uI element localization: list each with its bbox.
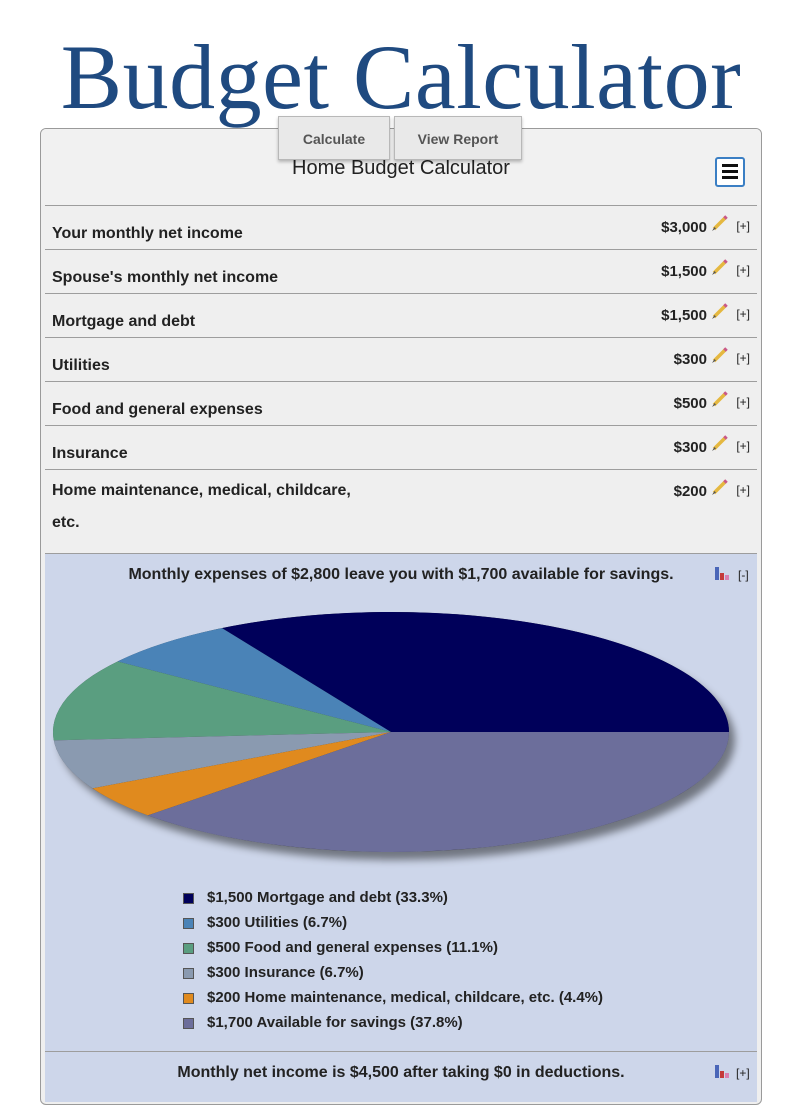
row-value[interactable]: $300: [673, 439, 707, 456]
pencil-icon[interactable]: [711, 434, 729, 452]
chart-icon[interactable]: [715, 566, 737, 580]
calculator-panel: Home Budget Calculator Your monthly net …: [40, 128, 762, 1105]
row-your-income: Your monthly net income $3,000 [+]: [45, 205, 757, 249]
chart-icon[interactable]: [715, 1064, 737, 1078]
row-label: Spouse's monthly net income: [52, 269, 279, 286]
footer-text: Monthly net income is $4,500 after takin…: [177, 1064, 625, 1081]
savings-summary: Monthly expenses of $2,800 leave you wit…: [45, 553, 757, 1052]
row-label: Mortgage and debt: [52, 313, 196, 330]
row-food: Food and general expenses $500 [+]: [45, 381, 757, 425]
row-value[interactable]: $500: [673, 395, 707, 412]
pencil-icon[interactable]: [711, 258, 729, 276]
summary-text: Monthly expenses of $2,800 leave you wit…: [128, 566, 674, 583]
collapse-toggle[interactable]: [-]: [738, 568, 749, 582]
row-label: Food and general expenses: [52, 401, 263, 418]
row-label: Your monthly net income: [52, 225, 243, 242]
row-label: Insurance: [52, 445, 128, 462]
add-button[interactable]: [+]: [736, 439, 750, 453]
pencil-icon[interactable]: [711, 478, 729, 496]
legend-label: $1,700 Available for savings (37.8%): [207, 1014, 463, 1031]
pie-slice: [92, 732, 391, 816]
row-value[interactable]: $1,500: [661, 307, 707, 324]
calculate-button[interactable]: Calculate: [278, 116, 390, 160]
hamburger-icon[interactable]: [715, 157, 745, 187]
pie-slice: [52, 661, 391, 741]
row-value[interactable]: $1,500: [661, 263, 707, 280]
row-mortgage: Mortgage and debt $1,500 [+]: [45, 293, 757, 337]
row-insurance: Insurance $300 [+]: [45, 425, 757, 469]
add-button[interactable]: [+]: [736, 263, 750, 277]
pie-slice: [147, 732, 730, 853]
pencil-icon[interactable]: [711, 302, 729, 320]
add-button[interactable]: [+]: [736, 395, 750, 409]
expand-toggle[interactable]: [+]: [736, 1066, 750, 1080]
row-label: Home maintenance, medical, childcare, et…: [52, 482, 351, 531]
add-button[interactable]: [+]: [736, 351, 750, 365]
legend-swatch: [183, 943, 194, 954]
legend-label: $300 Utilities (6.7%): [207, 914, 348, 931]
row-home-maintenance: Home maintenance, medical, childcare, et…: [45, 469, 757, 549]
row-spouse-income: Spouse's monthly net income $1,500 [+]: [45, 249, 757, 293]
add-button[interactable]: [+]: [736, 307, 750, 321]
legend-label: $500 Food and general expenses (11.1%): [207, 939, 498, 956]
row-value[interactable]: $300: [673, 351, 707, 368]
legend-swatch: [183, 1018, 194, 1029]
add-button[interactable]: [+]: [736, 219, 750, 233]
legend-swatch: [183, 893, 194, 904]
legend-swatch: [183, 993, 194, 1004]
pie-slice: [117, 628, 392, 732]
row-value[interactable]: $3,000: [661, 219, 707, 236]
legend-swatch: [183, 968, 194, 979]
pie-chart: [52, 612, 730, 853]
row-utilities: Utilities $300 [+]: [45, 337, 757, 381]
add-button[interactable]: [+]: [736, 483, 750, 497]
legend-label: $200 Home maintenance, medical, childcar…: [207, 989, 604, 1006]
pencil-icon[interactable]: [711, 214, 729, 232]
page-title: Budget Calculator: [60, 26, 742, 128]
pie-slice: [222, 612, 729, 732]
pie-slice: [53, 732, 391, 789]
income-summary: Monthly net income is $4,500 after takin…: [45, 1051, 757, 1102]
legend-swatch: [183, 918, 194, 929]
calculator-title: Home Budget Calculator: [292, 157, 510, 179]
row-value[interactable]: $200: [673, 483, 707, 500]
row-label: Utilities: [52, 357, 110, 374]
view-report-button[interactable]: View Report: [394, 116, 522, 160]
input-rows: Your monthly net income $3,000 [+] Spous…: [45, 205, 757, 549]
legend-label: $1,500 Mortgage and debt (33.3%): [207, 889, 448, 906]
pencil-icon[interactable]: [711, 390, 729, 408]
pencil-icon[interactable]: [711, 346, 729, 364]
legend-label: $300 Insurance (6.7%): [207, 964, 364, 981]
